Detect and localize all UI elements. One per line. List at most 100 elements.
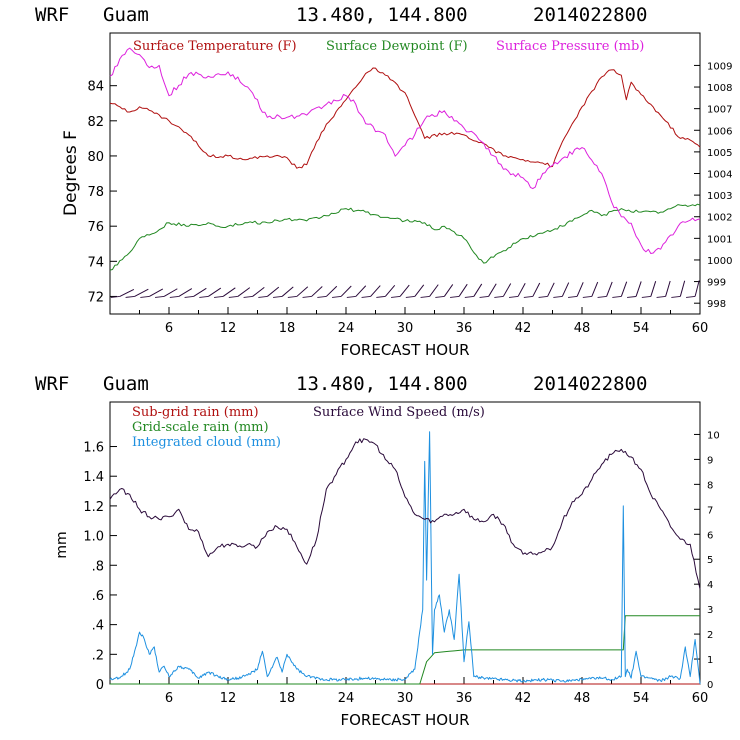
top-header-date: 2014022800 — [533, 4, 647, 26]
y2-tick-label: 10 — [707, 430, 720, 441]
bottom-legend-subgrid: Sub-grid rain (mm) — [132, 405, 259, 420]
x-tick-label: 30 — [397, 321, 414, 336]
wind-barb — [479, 283, 497, 298]
x-tick-label: 42 — [515, 691, 532, 706]
top-header: WRF Guam 13.480, 144.800 2014022800 — [35, 4, 647, 26]
wind-barb — [597, 281, 613, 298]
wind-barb — [184, 287, 207, 298]
wind-barb — [228, 287, 251, 298]
wind-barb — [612, 281, 628, 298]
wind-barb — [464, 283, 483, 298]
wind-barb — [140, 288, 164, 298]
wind-barb — [671, 280, 686, 298]
wind-barb — [686, 280, 700, 298]
bottom-series — [109, 431, 701, 685]
y2-tick-label: 1008 — [707, 83, 732, 94]
y2-tick-label: 4 — [707, 580, 713, 591]
wind-barb — [346, 285, 367, 298]
x-tick-label: 6 — [165, 321, 173, 336]
y-tick-label: 80 — [87, 150, 104, 165]
bottom-header-model: WRF — [35, 373, 69, 395]
top-x-axis: 6 12 18 24 30 36 42 48 54 60 — [139, 307, 709, 336]
y2-tick-label: 1 — [707, 655, 713, 666]
top-x-axis-title: FORECAST HOUR — [340, 341, 469, 359]
top-legend-pressure: Surface Pressure (mb) — [496, 39, 644, 54]
wind-barb — [110, 288, 135, 298]
wind-barb — [391, 284, 410, 298]
wind-barb — [435, 284, 454, 298]
x-tick-label: 60 — [692, 321, 709, 336]
top-y-axis: 72 74 76 78 80 82 84 — [87, 80, 117, 305]
y-tick-label: 84 — [87, 80, 104, 95]
y-tick-label: .2 — [92, 648, 104, 663]
x-tick-label: 6 — [165, 691, 173, 706]
wind-barb — [332, 285, 352, 298]
pressure-line — [109, 47, 701, 254]
x-tick-label: 18 — [279, 691, 296, 706]
wind-barb — [523, 282, 541, 298]
y-tick-label: 72 — [87, 290, 104, 305]
x-tick-label: 42 — [515, 321, 532, 336]
x-tick-label: 18 — [279, 321, 296, 336]
top-legend: Surface Temperature (F) Surface Dewpoint… — [133, 39, 644, 54]
x-tick-label: 48 — [574, 321, 591, 336]
y2-tick-label: 1002 — [707, 213, 732, 224]
top-y2-axis: 998 999 1000 1001 1002 1003 1004 1005 1006 1007 10… — [694, 61, 732, 310]
y2-tick-label: 1001 — [707, 234, 732, 245]
top-header-location: Guam — [103, 4, 149, 26]
y-tick-label: 0 — [96, 678, 104, 693]
wind-barb — [169, 288, 193, 298]
bottom-header-location: Guam — [103, 373, 149, 395]
wind-barb — [627, 281, 642, 298]
wind-barb — [568, 282, 584, 298]
x-tick-label: 30 — [397, 691, 414, 706]
wind-speed-line — [109, 438, 701, 590]
y-tick-label: 1.6 — [83, 441, 104, 456]
y2-tick-label: 1004 — [707, 170, 732, 181]
wind-barb — [420, 284, 439, 298]
y2-tick-label: 1007 — [707, 105, 732, 116]
wind-barb — [361, 285, 381, 298]
x-tick-label: 12 — [220, 321, 237, 336]
y2-tick-label: 3 — [707, 605, 713, 616]
wind-barb — [405, 284, 425, 298]
wind-barb — [553, 282, 570, 298]
y-tick-label: 78 — [87, 185, 104, 200]
wind-barb — [494, 283, 512, 298]
bottom-header-date: 2014022800 — [533, 373, 647, 395]
wind-barb — [214, 287, 236, 298]
y-tick-label: 76 — [87, 220, 104, 235]
wind-barbs — [110, 280, 700, 298]
wind-barb — [273, 286, 294, 298]
wind-barb — [243, 286, 265, 298]
x-tick-label: 12 — [220, 691, 237, 706]
y-tick-label: 1.0 — [83, 530, 104, 545]
y2-tick-label: 2 — [707, 630, 713, 641]
integrated-cloud-line — [109, 431, 701, 685]
y2-tick-label: 1005 — [707, 148, 732, 159]
wind-barb — [199, 287, 222, 298]
y2-tick-label: 6 — [707, 530, 713, 541]
bottom-x-axis: 6 12 18 24 30 36 42 48 54 60 — [139, 677, 709, 706]
x-tick-label: 54 — [633, 691, 650, 706]
bottom-y-axis-title: mm — [54, 531, 70, 558]
y-tick-label: 74 — [87, 255, 104, 270]
top-series — [109, 47, 701, 271]
wind-barb — [302, 286, 323, 298]
y2-tick-label: 1000 — [707, 256, 732, 267]
y2-tick-label: 9 — [707, 455, 713, 466]
x-tick-label: 60 — [692, 691, 709, 706]
y2-tick-label: 0 — [707, 680, 713, 691]
y-tick-label: .6 — [92, 589, 104, 604]
x-tick-label: 24 — [338, 691, 355, 706]
gridscale-rain-line — [110, 615, 700, 685]
y2-tick-label: 7 — [707, 505, 713, 516]
top-legend-temperature: Surface Temperature (F) — [133, 39, 297, 54]
y-tick-label: .8 — [92, 559, 104, 574]
bottom-y-axis: 0 .2 .4 .6 .8 1.0 1.2 1.4 1.6 — [83, 441, 117, 693]
top-header-model: WRF — [35, 4, 69, 26]
bottom-legend-gridscale: Grid-scale rain (mm) — [132, 420, 269, 435]
top-y-axis-title: Degrees F — [61, 130, 81, 216]
wind-barb — [450, 283, 468, 298]
